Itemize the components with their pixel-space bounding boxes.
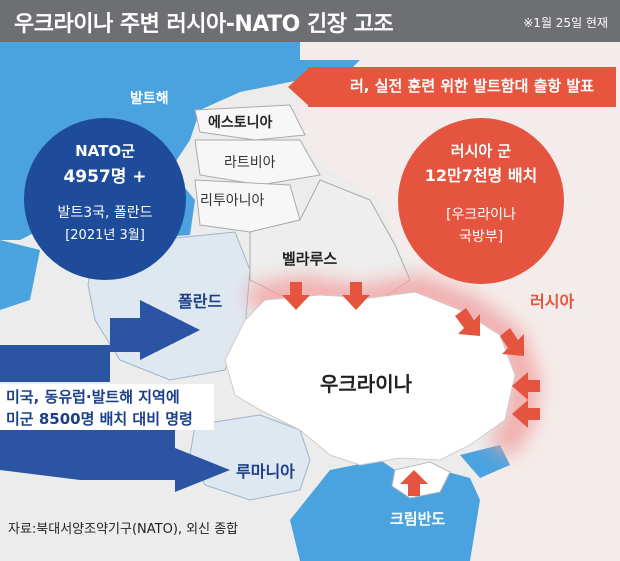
nato-callout: NATO군 4957명 + 발트3국, 폴란드 [2021년 3월] (24, 118, 186, 280)
troop-movement-arrow-icon (455, 308, 480, 336)
source-note: 자료:북대서양조약기구(NATO), 외신 종합 (8, 522, 239, 537)
deployment-arrow-icon (0, 300, 200, 382)
us-callout-box (0, 384, 214, 430)
title-bar (0, 0, 620, 42)
label-russia: 러시아 (530, 292, 575, 311)
label-crimea: 크림반도 (390, 510, 446, 528)
label-latvia: 라트비아 (224, 155, 276, 171)
russia-banner-text: 러, 실전 훈련 위한 발트함대 출항 발표 (350, 77, 595, 95)
troop-movement-arrow-icon (512, 372, 540, 400)
troop-movement-arrow-group (282, 282, 540, 496)
sea-west (0, 240, 40, 310)
troop-movement-arrow-icon (512, 400, 540, 428)
troop-movement-arrow-icon (500, 328, 524, 356)
troop-movement-arrow-icon (342, 282, 370, 310)
nato-callout-line1: NATO군 (75, 142, 135, 160)
nato-callout-line3: 발트3국, 폴란드 (57, 205, 153, 221)
sea-of-azov (460, 445, 510, 478)
label-baltic-sea: 발트해 (130, 91, 169, 107)
label-romania: 루마니아 (236, 462, 295, 481)
estonia-land (194, 104, 306, 141)
nato-callout-line4: [2021년 3월] (65, 228, 145, 243)
russia-callout: 러시아 군 12만7천명 배치 [우크라이나 국방부] (398, 118, 564, 284)
label-belarus: 벨라루스 (282, 250, 338, 268)
nato-callout-line2: 4957명 + (63, 167, 147, 187)
russia-callout-line1: 러시아 군 (450, 142, 512, 160)
troop-movement-arrow-icon (282, 282, 310, 310)
russia-callout-line2: 12만7천명 배치 (424, 166, 538, 185)
us-callout-line1: 미국, 동유럽·발트해 지역에 (6, 388, 180, 406)
label-estonia: 에스토니아 (208, 115, 273, 131)
russia-callout-line3: [우크라이나 (446, 207, 516, 223)
label-poland: 폴란드 (178, 292, 223, 311)
map-title: 우크라이나 주변 러시아-NATO 긴장 고조 (14, 12, 394, 37)
label-lithuania: 리투아니아 (200, 193, 265, 209)
latvia-land (194, 139, 321, 186)
ukraine-land (224, 291, 516, 466)
date-note: ※1월 25일 현재 (523, 16, 608, 30)
banner-arrow-icon (288, 67, 310, 107)
deployment-arrow-icon (0, 430, 230, 492)
troop-movement-arrow-icon (400, 470, 428, 496)
russia-callout-line4: 국방부] (458, 229, 504, 245)
russia-banner (288, 67, 616, 107)
us-callout-line2: 미군 8500명 배치 대비 명령 (6, 410, 193, 428)
label-ukraine: 우크라이나 (320, 372, 412, 396)
